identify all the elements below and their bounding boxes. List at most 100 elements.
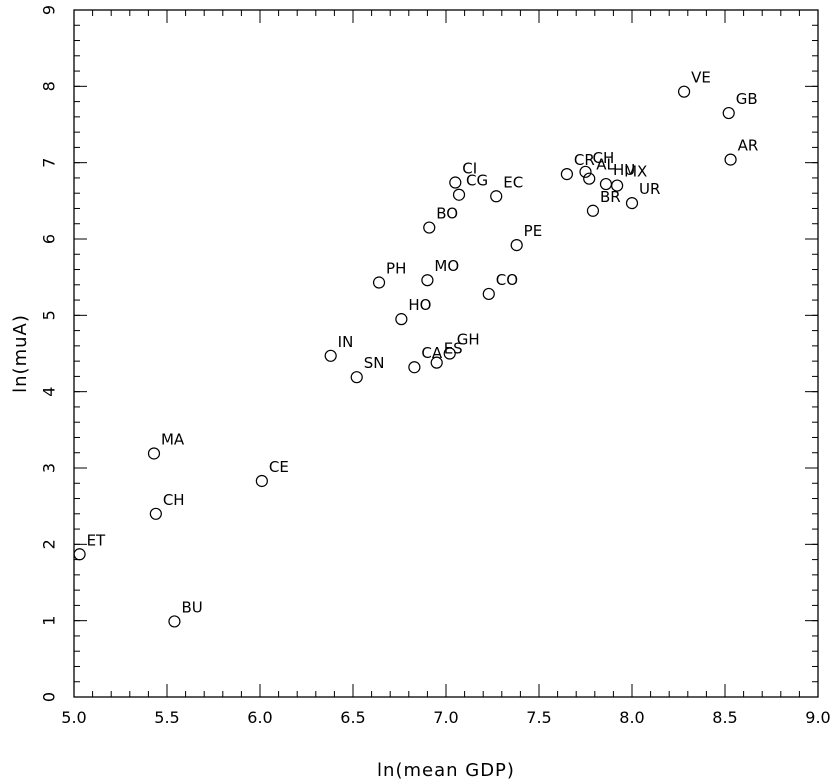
point-label: BR — [600, 188, 621, 206]
point-label: PE — [524, 222, 543, 240]
point-marker — [677, 85, 691, 98]
point-marker — [510, 239, 523, 252]
point-label: IN — [338, 333, 354, 351]
y-tick-label: 6 — [40, 234, 59, 244]
point-marker — [583, 172, 596, 185]
x-tick-label: 7.0 — [433, 708, 458, 727]
point-marker — [430, 356, 443, 369]
point-marker — [449, 176, 462, 189]
point-label: AR — [738, 137, 759, 155]
y-tick-label: 7 — [40, 158, 59, 168]
data-point: MX — [611, 163, 647, 192]
point-marker — [579, 165, 592, 178]
major-ticks — [73, 9, 819, 698]
point-marker — [452, 188, 466, 201]
y-axis-title: ln(muA) — [10, 314, 31, 393]
data-point: ET — [73, 531, 106, 561]
y-tick-label: 4 — [40, 387, 59, 397]
point-label: GB — [736, 90, 758, 108]
point-marker — [350, 371, 363, 384]
point-label: CH — [163, 491, 185, 509]
point-marker — [147, 447, 161, 460]
point-marker — [395, 313, 408, 326]
point-label: EC — [503, 173, 523, 191]
data-point: AL — [583, 156, 615, 185]
data-point: GB — [722, 90, 758, 120]
y-tick-label: 2 — [40, 539, 59, 549]
data-point: BU — [168, 598, 203, 628]
data-point: UR — [625, 180, 660, 210]
x-tick-labels: 5.0 5.5 6.0 6.5 7.0 7.5 8.0 8.5 9.0 — [61, 708, 830, 727]
point-label: CR — [574, 151, 595, 169]
y-tick-label: 8 — [40, 81, 59, 91]
point-label: CE — [269, 458, 289, 476]
y-tick-label: 1 — [40, 616, 59, 626]
point-marker — [408, 361, 421, 374]
data-point: GH — [443, 331, 480, 360]
point-marker — [482, 287, 495, 301]
point-label: UR — [639, 180, 660, 198]
point-marker — [149, 507, 162, 520]
point-label: CI — [462, 160, 477, 178]
point-marker — [490, 190, 503, 203]
data-point: MA — [147, 430, 185, 460]
point-marker — [586, 204, 600, 217]
point-marker — [73, 548, 86, 561]
data-point: CO — [482, 271, 518, 301]
x-axis-title: ln(mean GDP) — [377, 760, 515, 781]
data-point: SN — [350, 354, 385, 384]
y-tick-label: 0 — [40, 692, 59, 702]
data-point: VE — [677, 69, 711, 98]
data-point: MO — [421, 257, 459, 287]
point-label: ET — [87, 531, 106, 549]
point-marker — [560, 168, 574, 181]
data-points: ETMACHBUCEINSNPHHOCAMOBOESGHCICGCOECPECR… — [73, 69, 759, 628]
point-marker — [611, 179, 624, 192]
data-point: HO — [395, 296, 431, 326]
point-marker — [423, 221, 436, 234]
point-label: MO — [434, 257, 459, 275]
x-tick-label: 8.0 — [619, 708, 644, 727]
point-marker — [324, 349, 337, 362]
point-label: CO — [496, 271, 518, 289]
data-point: CE — [255, 458, 289, 488]
y-tick-labels: 0 1 2 3 4 5 6 7 8 9 — [40, 5, 59, 702]
data-point: CR — [560, 151, 595, 181]
point-marker — [255, 474, 268, 488]
point-label: BU — [181, 598, 202, 616]
y-tick-label: 3 — [40, 463, 59, 473]
data-point: AR — [724, 137, 759, 166]
point-label: SN — [364, 354, 385, 372]
point-marker — [443, 347, 456, 360]
point-label: CG — [466, 172, 488, 190]
y-tick-label: 5 — [40, 310, 59, 320]
point-marker — [724, 153, 737, 166]
point-label: GH — [457, 331, 480, 349]
data-point: CI — [449, 160, 477, 189]
point-label: BO — [436, 205, 458, 223]
point-label: CH — [593, 149, 615, 167]
x-tick-label: 9.0 — [805, 708, 830, 727]
x-tick-label: 6.5 — [340, 708, 365, 727]
x-tick-label: 5.5 — [154, 708, 179, 727]
point-marker — [625, 197, 639, 210]
point-label: VE — [691, 69, 711, 87]
x-tick-label: 5.0 — [61, 708, 86, 727]
point-marker — [722, 106, 735, 120]
point-marker — [168, 615, 181, 628]
data-point: IN — [324, 333, 354, 362]
point-label: AL — [596, 156, 615, 174]
point-label: HU — [613, 161, 635, 179]
x-tick-label: 6.0 — [247, 708, 272, 727]
point-marker — [372, 276, 386, 289]
point-label: HO — [408, 296, 431, 314]
point-label: PH — [386, 260, 406, 278]
data-point: PE — [510, 222, 543, 252]
data-point: EC — [490, 173, 523, 203]
x-tick-label: 7.5 — [526, 708, 551, 727]
data-point: CG — [452, 172, 488, 201]
data-point: CH — [149, 491, 185, 520]
data-point: BO — [423, 205, 458, 234]
data-point: BR — [586, 188, 621, 217]
